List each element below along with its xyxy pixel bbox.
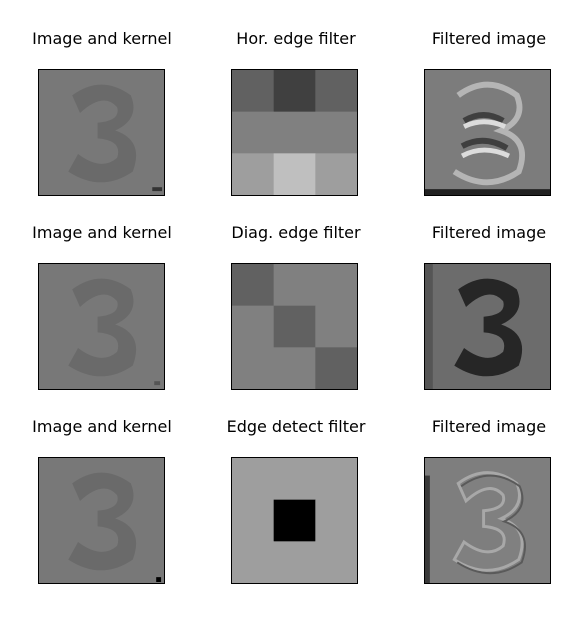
kernel-cell-2-1	[273, 153, 316, 195]
kernel-cell-0-2	[315, 264, 357, 307]
title-hor-edge-filter: Hor. edge filter	[236, 29, 356, 48]
kernel-grid-diag	[232, 264, 357, 389]
kernel-cell-0-1	[273, 458, 316, 501]
filtered-panel-2	[424, 263, 551, 390]
kernel-cell-0-2	[315, 458, 357, 501]
kernel-cell-0-0	[232, 264, 275, 307]
kernel-panel-3	[231, 457, 358, 584]
kernel-panel-2	[231, 263, 358, 390]
title-image-and-kernel-1: Image and kernel	[32, 29, 172, 48]
kernel-cell-1-1	[273, 111, 316, 154]
kernel-cell-2-0	[232, 347, 275, 389]
filtered-panel-3	[424, 457, 551, 584]
kernel-cell-1-1	[273, 305, 316, 348]
title-image-and-kernel-3: Image and kernel	[32, 417, 172, 436]
kernel-grid-hor	[232, 70, 357, 195]
kernel-cell-1-2	[315, 111, 357, 154]
kernel-cell-1-2	[315, 499, 357, 542]
kernel-cell-1-0	[232, 499, 275, 542]
filtered-image-diag	[425, 264, 550, 389]
kernel-cell-2-2	[315, 541, 357, 583]
kernel-cell-1-0	[232, 305, 275, 348]
kernel-cell-2-1	[273, 541, 316, 583]
digit-three-image-3	[39, 458, 164, 583]
title-image-and-kernel-2: Image and kernel	[32, 223, 172, 242]
kernel-cell-2-2	[315, 347, 357, 389]
kernel-cell-2-0	[232, 153, 275, 195]
title-filtered-image-3: Filtered image	[431, 417, 547, 436]
image-panel-1	[38, 69, 165, 196]
title-edge-detect-filter: Edge detect filter	[226, 417, 366, 436]
kernel-cell-1-0	[232, 111, 275, 154]
kernel-cell-2-2	[315, 153, 357, 195]
filtered-image-edge	[425, 458, 550, 583]
title-filtered-image-2: Filtered image	[431, 223, 547, 242]
kernel-panel-1	[231, 69, 358, 196]
kernel-cell-1-2	[315, 305, 357, 348]
kernel-cell-0-1	[273, 70, 316, 113]
image-panel-3	[38, 457, 165, 584]
kernel-grid-edge	[232, 458, 357, 583]
kernel-cell-1-1	[273, 499, 316, 542]
kernel-cell-0-0	[232, 458, 275, 501]
filtered-panel-1	[424, 69, 551, 196]
kernel-cell-0-0	[232, 70, 275, 113]
kernel-cell-2-1	[273, 347, 316, 389]
title-diag-edge-filter: Diag. edge filter	[231, 223, 361, 242]
filtered-image-hor	[425, 70, 550, 195]
digit-three-image-1	[39, 70, 164, 195]
digit-three-image-2	[39, 264, 164, 389]
kernel-cell-0-1	[273, 264, 316, 307]
kernel-cell-2-0	[232, 541, 275, 583]
title-filtered-image-1: Filtered image	[431, 29, 547, 48]
image-panel-2	[38, 263, 165, 390]
kernel-cell-0-2	[315, 70, 357, 113]
